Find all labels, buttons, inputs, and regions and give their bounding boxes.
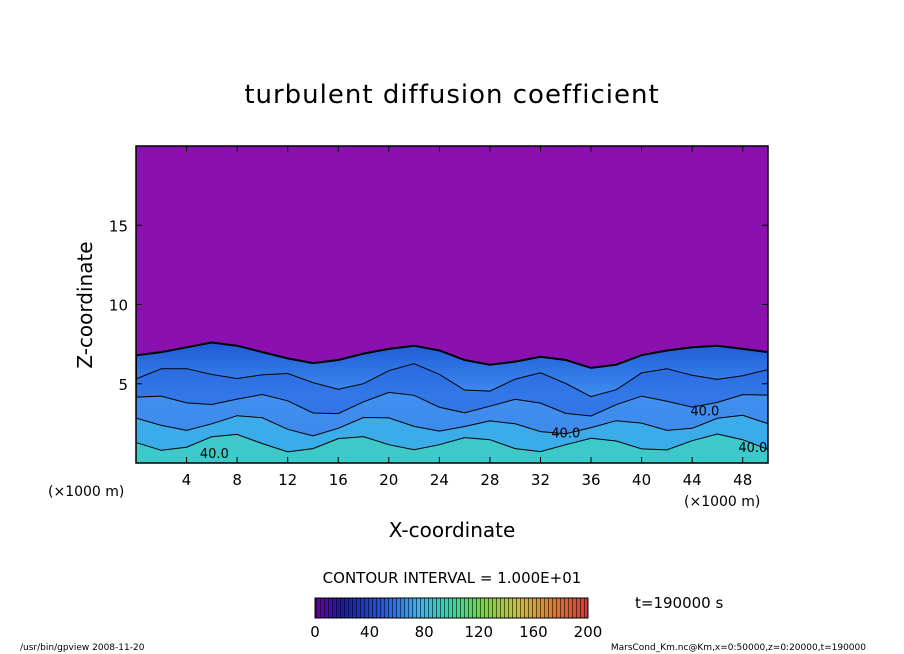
x-tick-label: 8 — [232, 471, 242, 489]
colorbar-tick-label: 200 — [574, 623, 603, 641]
contour-label: 40.0 — [738, 441, 767, 456]
x-tick-label: 48 — [733, 471, 752, 489]
contour-label: 40.0 — [551, 427, 580, 442]
turbulent-layer: 40.0 40.0 40.0 40.0 — [136, 341, 768, 463]
colorbar-tick-label: 40 — [360, 623, 379, 641]
footer-left: /usr/bin/gpview 2008-11-20 — [20, 643, 145, 653]
x-axis-ticks: 4 8 12 16 20 24 28 32 36 40 44 48 — [182, 146, 752, 489]
x-tick-label: 4 — [182, 471, 192, 489]
x-tick-label: 44 — [683, 471, 702, 489]
x-tick-label: 16 — [329, 471, 348, 489]
x-tick-label: 24 — [430, 471, 449, 489]
y-tick-label: 10 — [109, 297, 128, 315]
contour-label: 40.0 — [690, 404, 719, 419]
y-axis-ticks: 5 10 15 — [109, 217, 768, 394]
time-label: t=190000 s — [635, 594, 723, 612]
x-unit-label: (×1000 m) — [684, 494, 760, 510]
x-axis-label: X-coordinate — [389, 518, 516, 542]
colorbar-lines — [315, 598, 588, 618]
colorbar-tick-label: 0 — [310, 623, 320, 641]
colorbar-ticks: 0 40 80 120 160 200 — [310, 623, 602, 641]
footer-right: MarsCond_Km.nc@Km,x=0:50000,z=0:20000,t=… — [611, 643, 866, 653]
contour-label: 40.0 — [200, 447, 229, 462]
contour-interval-label: CONTOUR INTERVAL = 1.000E+01 — [323, 569, 582, 587]
y-axis-label: Z-coordinate — [73, 241, 97, 368]
y-tick-label: 5 — [118, 376, 128, 394]
x-tick-label: 40 — [632, 471, 651, 489]
y-unit-label: (×1000 m) — [48, 484, 124, 500]
x-tick-label: 28 — [480, 471, 499, 489]
colorbar-frame — [314, 597, 589, 619]
chart-title: turbulent diffusion coefficient — [244, 80, 659, 110]
y-tick-label: 15 — [109, 217, 128, 235]
x-tick-label: 36 — [581, 471, 600, 489]
contour-band — [136, 433, 768, 463]
colorbar-tick-label: 120 — [464, 623, 493, 641]
colorbar-tick-label: 160 — [519, 623, 548, 641]
x-tick-label: 12 — [278, 471, 297, 489]
x-tick-label: 20 — [379, 471, 398, 489]
colorbar-tick-label: 80 — [415, 623, 434, 641]
x-tick-label: 32 — [531, 471, 550, 489]
